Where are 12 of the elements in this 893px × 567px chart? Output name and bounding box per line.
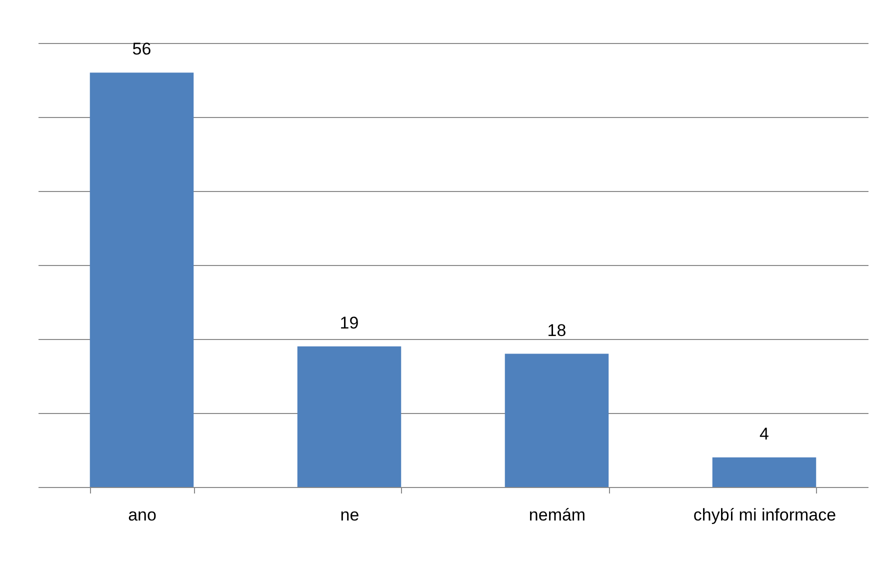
x-tick-label: chybí mi informace bbox=[693, 506, 836, 524]
x-tick-label: nemám bbox=[528, 506, 586, 524]
x-tick-label: ne bbox=[340, 506, 360, 524]
bar bbox=[90, 72, 194, 487]
data-label: 56 bbox=[132, 40, 152, 59]
bar bbox=[297, 346, 402, 487]
bar bbox=[712, 457, 816, 487]
x-tick-label: ano bbox=[128, 506, 156, 524]
bar bbox=[504, 354, 609, 487]
data-label: 4 bbox=[760, 424, 769, 444]
data-label: 19 bbox=[340, 313, 359, 332]
data-label: 18 bbox=[547, 320, 566, 340]
